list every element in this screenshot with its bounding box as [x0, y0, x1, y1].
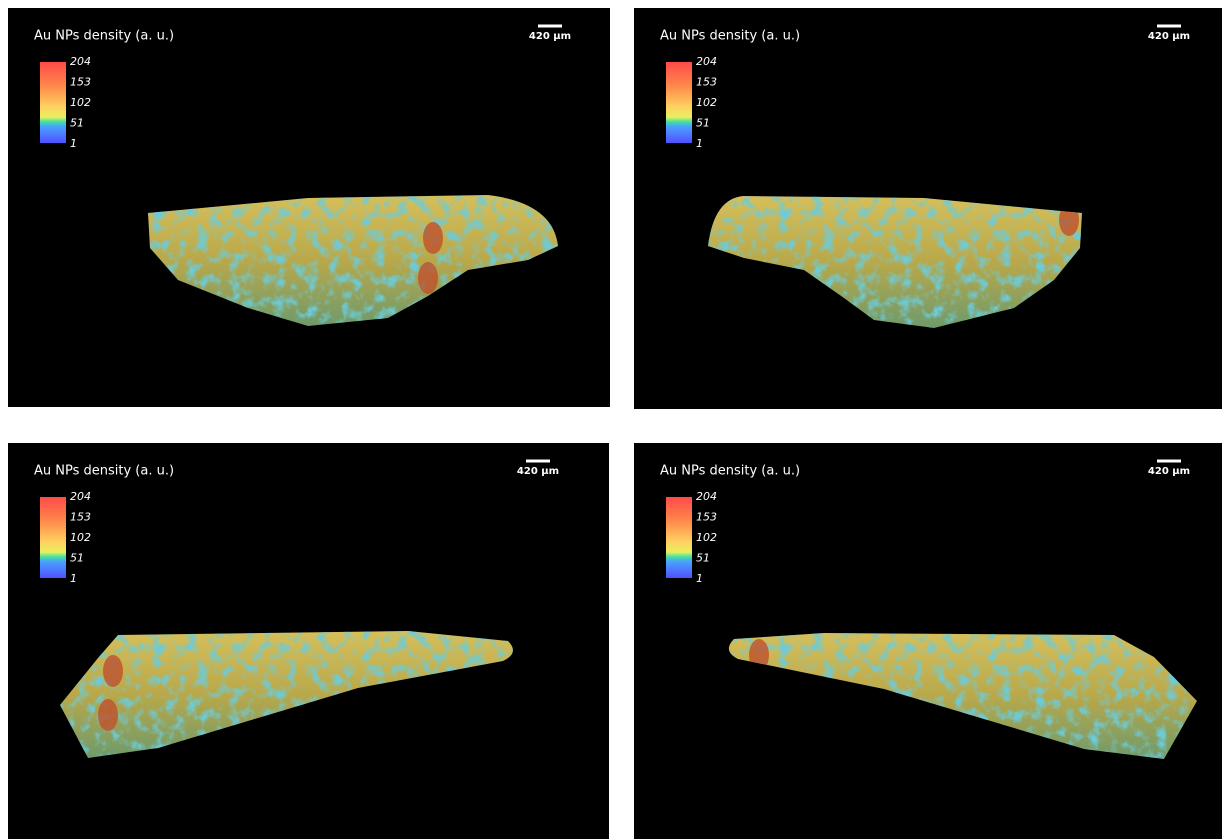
colorbar: [40, 497, 66, 578]
hotspot: [1059, 204, 1079, 236]
scale-bar-label: 420 µm: [529, 31, 571, 42]
colorbar-label: 204: [70, 55, 91, 68]
specimen-texture: [8, 443, 609, 839]
colorbar-label: 1: [70, 137, 77, 150]
panel-title: Au NPs density (a. u.): [34, 464, 174, 479]
hotspot: [423, 222, 443, 254]
colorbar-label: 153: [696, 511, 717, 524]
colorbar-label: 153: [70, 76, 91, 89]
colorbar-label: 204: [696, 490, 717, 503]
colorbar-label: 102: [70, 531, 91, 544]
scale-bar-label: 420 µm: [1148, 31, 1190, 42]
hotspot: [749, 639, 769, 671]
hotspot: [103, 655, 123, 687]
colorbar-label: 51: [696, 552, 710, 565]
panel-title: Au NPs density (a. u.): [34, 29, 174, 44]
render-panel: Au NPs density (a. u.) 204 153 102 51 1 420 µm: [8, 443, 609, 839]
specimen-texture: [634, 8, 1222, 409]
colorbar-label: 51: [696, 117, 710, 130]
colorbar: [666, 62, 692, 143]
colorbar-label: 1: [70, 572, 77, 585]
render-panel: Au NPs density (a. u.) 204 153 102 51 1 420 µm: [634, 8, 1222, 409]
render-panel: Au NPs density (a. u.) 204 153 102 51 1 420 µm: [634, 443, 1222, 839]
hotspot: [98, 699, 118, 731]
colorbar-label: 204: [696, 55, 717, 68]
specimen-texture: [634, 443, 1222, 839]
specimen-texture: [8, 8, 610, 407]
colorbar-label: 51: [70, 117, 84, 130]
colorbar-label: 51: [70, 552, 84, 565]
colorbar: [666, 497, 692, 578]
hotspot: [418, 262, 438, 294]
colorbar-label: 153: [70, 511, 91, 524]
colorbar-label: 1: [696, 572, 703, 585]
scale-bar-label: 420 µm: [1148, 466, 1190, 477]
colorbar: [40, 62, 66, 143]
colorbar-label: 102: [70, 96, 91, 109]
scale-bar-label: 420 µm: [517, 466, 559, 477]
figure: Au NPs density (a. u.) 204 153 102 51 1 420 µm…: [0, 0, 1223, 839]
colorbar-label: 102: [696, 96, 717, 109]
colorbar-label: 153: [696, 76, 717, 89]
colorbar-label: 102: [696, 531, 717, 544]
panel-title: Au NPs density (a. u.): [660, 464, 800, 479]
colorbar-label: 204: [70, 490, 91, 503]
panel-title: Au NPs density (a. u.): [660, 29, 800, 44]
colorbar-label: 1: [696, 137, 703, 150]
render-panel: Au NPs density (a. u.) 204 153 102 51 1 420 µm: [8, 8, 610, 407]
